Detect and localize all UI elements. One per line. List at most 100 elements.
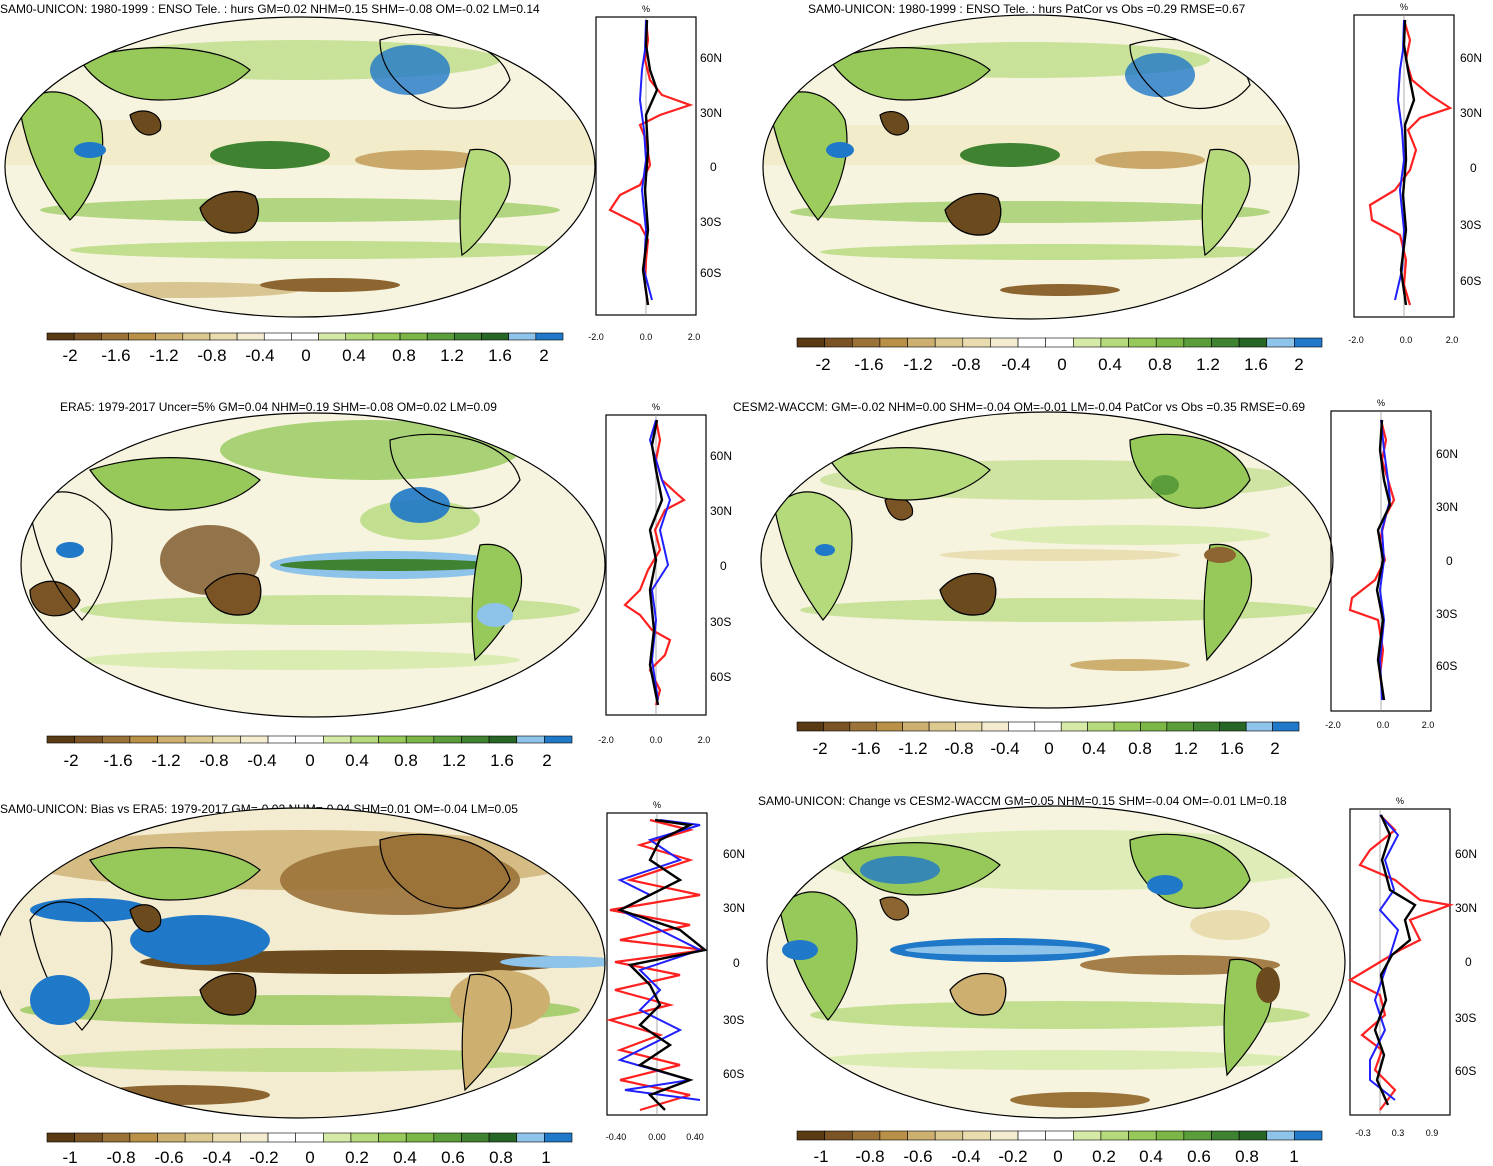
colorbar-label: 1.6: [488, 346, 512, 365]
colorbar-swatch: [1034, 721, 1062, 732]
colorbar-swatch: [209, 332, 238, 341]
colorbar-label: -1.2: [898, 739, 927, 758]
colorbar-swatch: [46, 735, 75, 744]
colorbar-swatch: [1045, 1130, 1074, 1141]
colorbar-label: 1.2: [1196, 355, 1220, 374]
lat-label-60s: 60S: [1455, 1064, 1476, 1078]
colorbar-label: -2: [815, 355, 830, 374]
world-map: [20, 412, 606, 718]
lat-label-eq: 0: [1465, 955, 1472, 969]
profile-xtick: -0.40: [606, 1132, 627, 1142]
lat-label-30n: 30N: [1436, 500, 1458, 514]
colorbar: [46, 1132, 573, 1143]
colorbar-swatch: [295, 1132, 324, 1143]
colorbar-label: 0.8: [1128, 739, 1152, 758]
colorbar-swatch: [934, 1130, 964, 1141]
colorbar-label: -0.4: [951, 1147, 980, 1166]
colorbar-swatch: [1272, 721, 1300, 732]
colorbar-swatch: [182, 332, 211, 341]
colorbar-swatch: [101, 735, 131, 744]
colorbar-label: 2: [539, 346, 548, 365]
lat-label-eq: 0: [733, 956, 740, 970]
colorbar-label: -2: [63, 751, 78, 770]
colorbar-swatch: [875, 721, 903, 732]
colorbar-swatch: [851, 337, 881, 348]
colorbar-swatch: [372, 332, 401, 341]
colorbar-label: -1.6: [854, 355, 883, 374]
lat-label-60s: 60S: [710, 670, 731, 684]
colorbar-swatch: [1073, 337, 1102, 348]
colorbar-swatch: [155, 332, 184, 341]
profile-xtick: -0.3: [1355, 1128, 1371, 1138]
colorbar-swatch: [981, 721, 1009, 732]
colorbar-swatch: [323, 735, 352, 744]
colorbar-swatch: [240, 735, 269, 744]
colorbar-swatch: [46, 332, 75, 341]
panel-title: SAM0-UNICON: 1980-1999 : ENSO Tele. : hu…: [808, 2, 1246, 16]
colorbar-label: -1: [813, 1147, 828, 1166]
colorbar-swatch: [934, 337, 964, 348]
colorbar-swatch: [1211, 1130, 1240, 1141]
lat-label-30s: 30S: [1460, 218, 1481, 232]
profile-xtick: 0.0: [1377, 720, 1390, 730]
colorbar-label: 0: [1053, 1147, 1062, 1166]
colorbar-swatch: [291, 332, 319, 341]
colorbar-swatch: [544, 735, 573, 744]
colorbar-swatch: [1211, 337, 1240, 348]
colorbar-label: -0.8: [944, 739, 973, 758]
colorbar-swatch: [350, 735, 379, 744]
colorbar-label: -0.4: [245, 346, 274, 365]
profile-xtick: 0.0: [650, 735, 663, 745]
colorbar-label: -0.4: [990, 739, 1019, 758]
lat-label-eq: 0: [1470, 161, 1477, 175]
colorbar-labels: -2 -1.6 -1.2 -0.8 -0.4 0 0.4 0.8 1.2 1.6…: [815, 355, 1303, 374]
colorbar-swatch: [240, 1132, 269, 1143]
profile-xtick: 0.9: [1426, 1128, 1439, 1138]
colorbar-swatch: [212, 735, 241, 744]
colorbar-label: 2: [1294, 355, 1303, 374]
panel-6: SAM0-UNICON: Change vs CESM2-WACCM GM=0.…: [758, 794, 1477, 1166]
colorbar-swatch: [796, 721, 824, 732]
colorbar-swatch: [1155, 337, 1185, 348]
latitude-profile: % 60N 30N 0 30S 60S -2.0 0.0 2.0: [598, 402, 732, 745]
colorbar-swatch: [824, 1130, 853, 1141]
colorbar-swatch: [1238, 1130, 1268, 1141]
profile-xtick: -2.0: [598, 735, 614, 745]
colorbar-label: -0.8: [855, 1147, 884, 1166]
colorbar-swatch: [1219, 721, 1247, 732]
colorbar-swatch: [1045, 337, 1074, 348]
lat-label-30n: 30N: [700, 106, 722, 120]
colorbar-swatch: [378, 1132, 407, 1143]
colorbar-labels: -2 -1.6 -1.2 -0.8 -0.4 0 0.4 0.8 1.2 1.6…: [63, 751, 551, 770]
panel-title: SAM0-UNICON: 1980-1999 : ENSO Tele. : hu…: [0, 2, 540, 16]
colorbar-label: 0.4: [1139, 1147, 1163, 1166]
colorbar-swatch: [1266, 1130, 1295, 1141]
colorbar-swatch: [1155, 1130, 1185, 1141]
profile-xtick: 2.0: [1422, 720, 1435, 730]
colorbar-swatch: [1183, 1130, 1212, 1141]
lat-label-60n: 60N: [1436, 447, 1458, 461]
lat-label-60n: 60N: [723, 847, 745, 861]
colorbar-swatch: [318, 332, 347, 341]
lat-label-60s: 60S: [1460, 274, 1481, 288]
colorbar-swatch: [508, 332, 537, 341]
colorbar-label: -0.6: [903, 1147, 932, 1166]
colorbar-labels: -1 -0.8 -0.6 -0.4 -0.2 0 0.2 0.4 0.6 0.8…: [62, 1148, 550, 1166]
colorbar-swatch: [433, 1132, 462, 1143]
colorbar-swatch: [157, 1132, 186, 1143]
profile-unit: %: [652, 402, 660, 412]
colorbar-swatch: [1183, 337, 1212, 348]
world-map: [0, 807, 606, 1119]
colorbar-swatch: [481, 332, 509, 341]
colorbar-label: -0.6: [154, 1148, 183, 1166]
colorbar-swatch: [295, 735, 324, 744]
colorbar-swatch: [461, 735, 490, 744]
colorbar-label: -1.6: [101, 346, 130, 365]
lat-label-60s: 60S: [723, 1067, 744, 1081]
colorbar-swatch: [184, 735, 214, 744]
colorbar-label: 0: [301, 346, 310, 365]
colorbar: [46, 735, 573, 744]
lat-label-30s: 30S: [700, 215, 721, 229]
colorbar-label: 0.8: [1148, 355, 1172, 374]
lat-label-60s: 60S: [700, 266, 721, 280]
